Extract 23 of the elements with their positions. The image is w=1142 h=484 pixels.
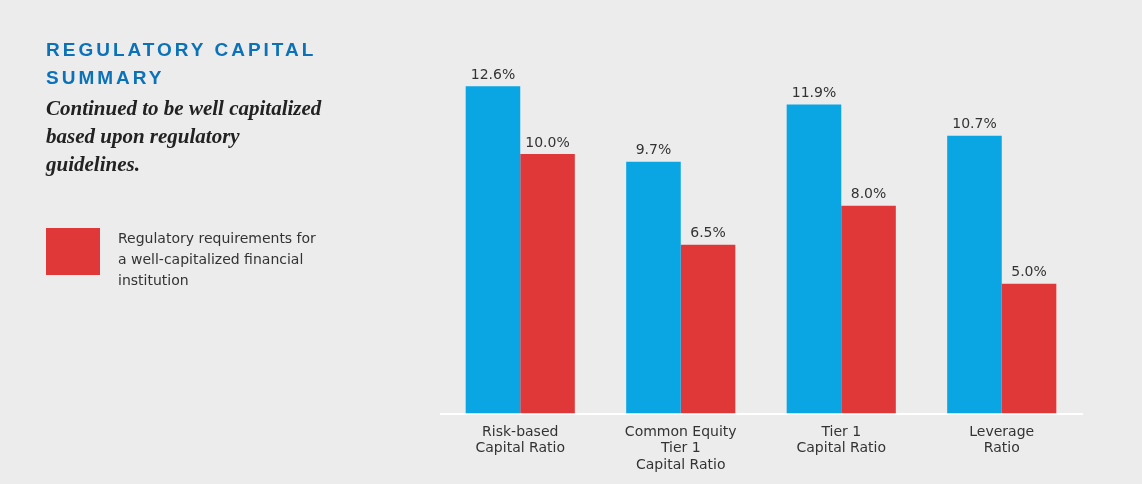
bar (626, 161, 681, 414)
data-label: 5.0% (1011, 263, 1047, 280)
data-label: 9.7% (635, 141, 672, 158)
bar (1001, 283, 1057, 414)
x-tick-label: Common Equity Tier 1 Capital Ratio (624, 422, 737, 473)
bar (841, 205, 896, 414)
bar (786, 104, 842, 414)
text: Continued to be well capitalized based upon regulatory guidelines. (46, 95, 323, 178)
bar (680, 244, 736, 414)
x-tick-label: Leverage Ratio (969, 422, 1035, 456)
data-label: 8.0% (850, 185, 887, 202)
text: REGULATORY CAPITAL SUMMARY (46, 38, 318, 90)
text: Regulatory requirements for a well-capitalized financial institution (118, 229, 317, 290)
bar (465, 86, 521, 414)
x-tick-label: Tier 1 Capital Ratio (796, 422, 886, 456)
data-label: 10.0% (525, 133, 570, 150)
data-label: 12.6% (470, 66, 516, 82)
data-label: 10.7% (952, 115, 997, 132)
data-label: 11.9% (791, 84, 837, 101)
bar (947, 135, 1002, 414)
bar (520, 153, 575, 414)
x-tick-label: Risk-based Capital Ratio (475, 422, 565, 456)
data-label: 6.5% (690, 224, 726, 241)
